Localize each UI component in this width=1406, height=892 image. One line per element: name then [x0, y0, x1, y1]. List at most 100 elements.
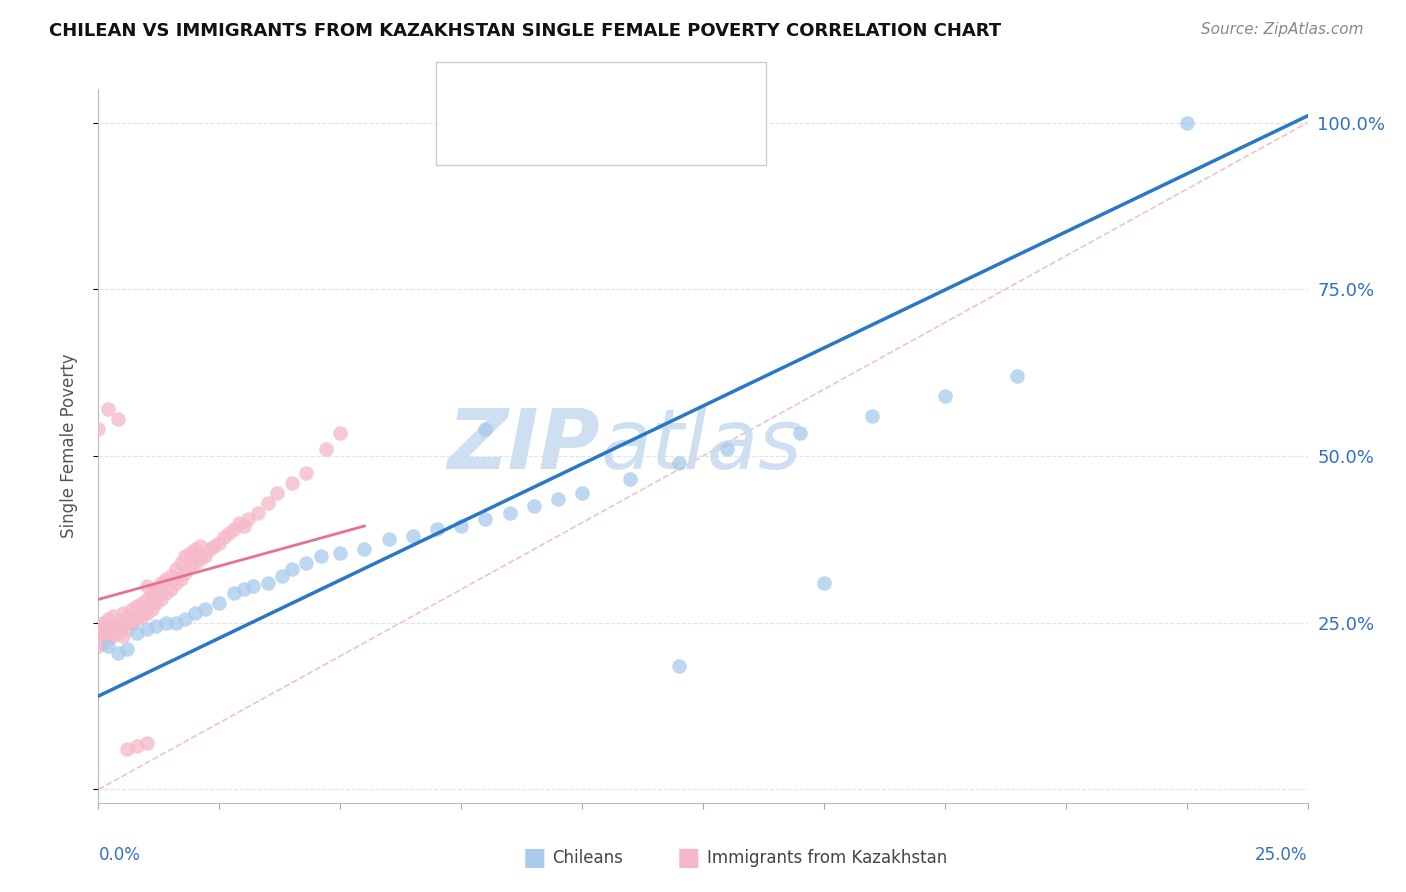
- Point: [498, 506, 520, 520]
- Point: [174, 612, 197, 626]
- Point: [107, 615, 129, 630]
- Text: ZIP: ZIP: [447, 406, 600, 486]
- Point: [218, 525, 240, 540]
- Point: [238, 512, 260, 526]
- Point: [266, 485, 288, 500]
- Point: [1175, 115, 1198, 129]
- Point: [208, 596, 231, 610]
- Point: [174, 549, 197, 563]
- Point: [160, 582, 183, 597]
- Point: [97, 632, 120, 647]
- Point: [232, 519, 254, 533]
- Point: [247, 506, 270, 520]
- Point: [155, 585, 177, 599]
- Point: [309, 549, 332, 563]
- Point: [155, 615, 177, 630]
- Point: [135, 592, 157, 607]
- Point: [101, 609, 124, 624]
- Point: [87, 639, 110, 653]
- Point: [97, 623, 120, 637]
- Text: R = 0.334    N = 73: R = 0.334 N = 73: [482, 125, 652, 143]
- Point: [256, 575, 278, 590]
- Point: [107, 646, 129, 660]
- Point: [281, 562, 304, 576]
- Point: [107, 625, 129, 640]
- Text: ■: ■: [523, 847, 546, 870]
- Point: [232, 582, 254, 597]
- Point: [160, 569, 183, 583]
- Point: [97, 612, 120, 626]
- Text: ■: ■: [678, 847, 700, 870]
- Point: [198, 542, 221, 557]
- Point: [377, 533, 399, 547]
- Point: [135, 623, 157, 637]
- Point: [571, 485, 593, 500]
- Point: [256, 496, 278, 510]
- Point: [295, 556, 318, 570]
- Point: [165, 615, 187, 630]
- Point: [169, 573, 191, 587]
- Point: [87, 629, 110, 643]
- Point: [101, 619, 124, 633]
- Point: [145, 619, 167, 633]
- Point: [184, 556, 207, 570]
- Point: [194, 602, 217, 616]
- Point: [131, 609, 153, 624]
- Point: [813, 575, 835, 590]
- Point: [111, 606, 134, 620]
- Point: [474, 422, 496, 436]
- Point: [91, 636, 114, 650]
- Point: [155, 573, 177, 587]
- Point: [107, 412, 129, 426]
- Point: [402, 529, 425, 543]
- Point: [188, 552, 211, 566]
- Text: atlas: atlas: [600, 406, 801, 486]
- Point: [97, 639, 120, 653]
- Point: [165, 575, 187, 590]
- Point: [184, 542, 207, 557]
- Point: [141, 585, 163, 599]
- Point: [222, 522, 245, 536]
- Point: [127, 739, 149, 753]
- Point: [165, 562, 187, 576]
- Point: [179, 546, 201, 560]
- Y-axis label: Single Female Poverty: Single Female Poverty: [59, 354, 77, 538]
- Point: [242, 579, 264, 593]
- Point: [184, 606, 207, 620]
- Point: [117, 642, 139, 657]
- Point: [117, 742, 139, 756]
- Point: [789, 425, 811, 440]
- Point: [91, 625, 114, 640]
- Point: [135, 736, 157, 750]
- Point: [127, 599, 149, 613]
- Point: [135, 579, 157, 593]
- Text: R = 0.700    N = 42: R = 0.700 N = 42: [482, 82, 652, 100]
- Point: [547, 492, 569, 507]
- Point: [101, 629, 124, 643]
- Text: Chileans: Chileans: [553, 849, 623, 867]
- Point: [141, 602, 163, 616]
- Point: [426, 522, 449, 536]
- Point: [150, 575, 173, 590]
- Point: [281, 475, 304, 490]
- Point: [117, 623, 139, 637]
- Point: [315, 442, 337, 457]
- Point: [619, 472, 641, 486]
- Point: [716, 442, 738, 457]
- Point: [91, 615, 114, 630]
- Point: [150, 592, 173, 607]
- Point: [127, 625, 149, 640]
- Point: [87, 422, 110, 436]
- Point: [860, 409, 883, 423]
- Point: [111, 629, 134, 643]
- Text: 25.0%: 25.0%: [1256, 846, 1308, 863]
- Point: [222, 585, 245, 599]
- Point: [127, 612, 149, 626]
- Point: [212, 530, 235, 544]
- Point: [228, 516, 250, 530]
- Point: [87, 619, 110, 633]
- Point: [117, 610, 139, 624]
- Point: [353, 542, 375, 557]
- Point: [131, 596, 153, 610]
- Point: [329, 425, 352, 440]
